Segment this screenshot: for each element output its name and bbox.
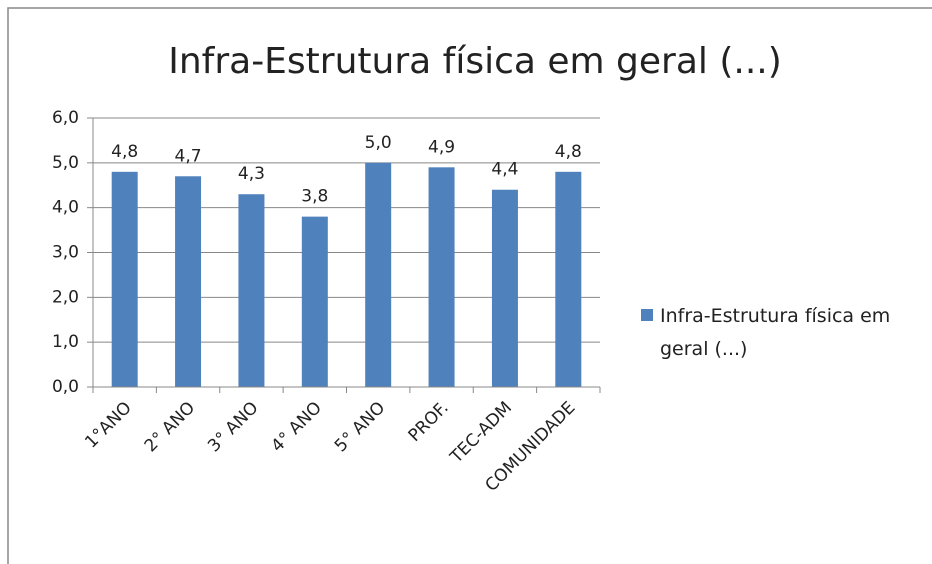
y-tick-label: 4,0: [52, 198, 79, 218]
x-tick-label: 4° ANO: [268, 398, 326, 456]
legend-label: Infra-Estrutura física em geral (...): [660, 305, 891, 360]
bar: [111, 171, 138, 387]
data-label: 4,4: [491, 160, 518, 180]
data-label: 4,7: [175, 146, 202, 166]
x-tick-label: 1°ANO: [81, 398, 135, 452]
x-tick-label: PROF.: [405, 398, 453, 446]
bar: [491, 189, 518, 387]
y-tick-label: 6,0: [52, 108, 79, 128]
y-tick-label: 5,0: [52, 153, 79, 173]
data-label: 4,9: [428, 137, 455, 157]
x-tick-label: 3° ANO: [204, 398, 262, 456]
y-tick-label: 2,0: [52, 287, 79, 307]
bar: [365, 162, 392, 387]
bar: [555, 171, 582, 387]
data-label: 5,0: [365, 133, 392, 153]
bar: [175, 176, 202, 387]
chart-frame: [7, 7, 932, 564]
bar: [301, 216, 328, 387]
x-tick-label: 2° ANO: [141, 398, 199, 456]
data-label: 3,8: [301, 187, 328, 207]
data-label: 4,8: [111, 142, 138, 162]
y-tick-label: 1,0: [52, 332, 79, 352]
chart-title: Infra-Estrutura física em geral (...): [168, 41, 782, 82]
y-tick-label: 0,0: [52, 377, 79, 397]
bar: [428, 167, 455, 387]
data-label: 4,8: [555, 142, 582, 162]
data-label: 4,3: [238, 164, 265, 184]
y-tick-label: 3,0: [52, 243, 79, 263]
legend-swatch: [641, 309, 653, 321]
x-tick-label: 5° ANO: [331, 398, 389, 456]
bar: [238, 194, 265, 387]
